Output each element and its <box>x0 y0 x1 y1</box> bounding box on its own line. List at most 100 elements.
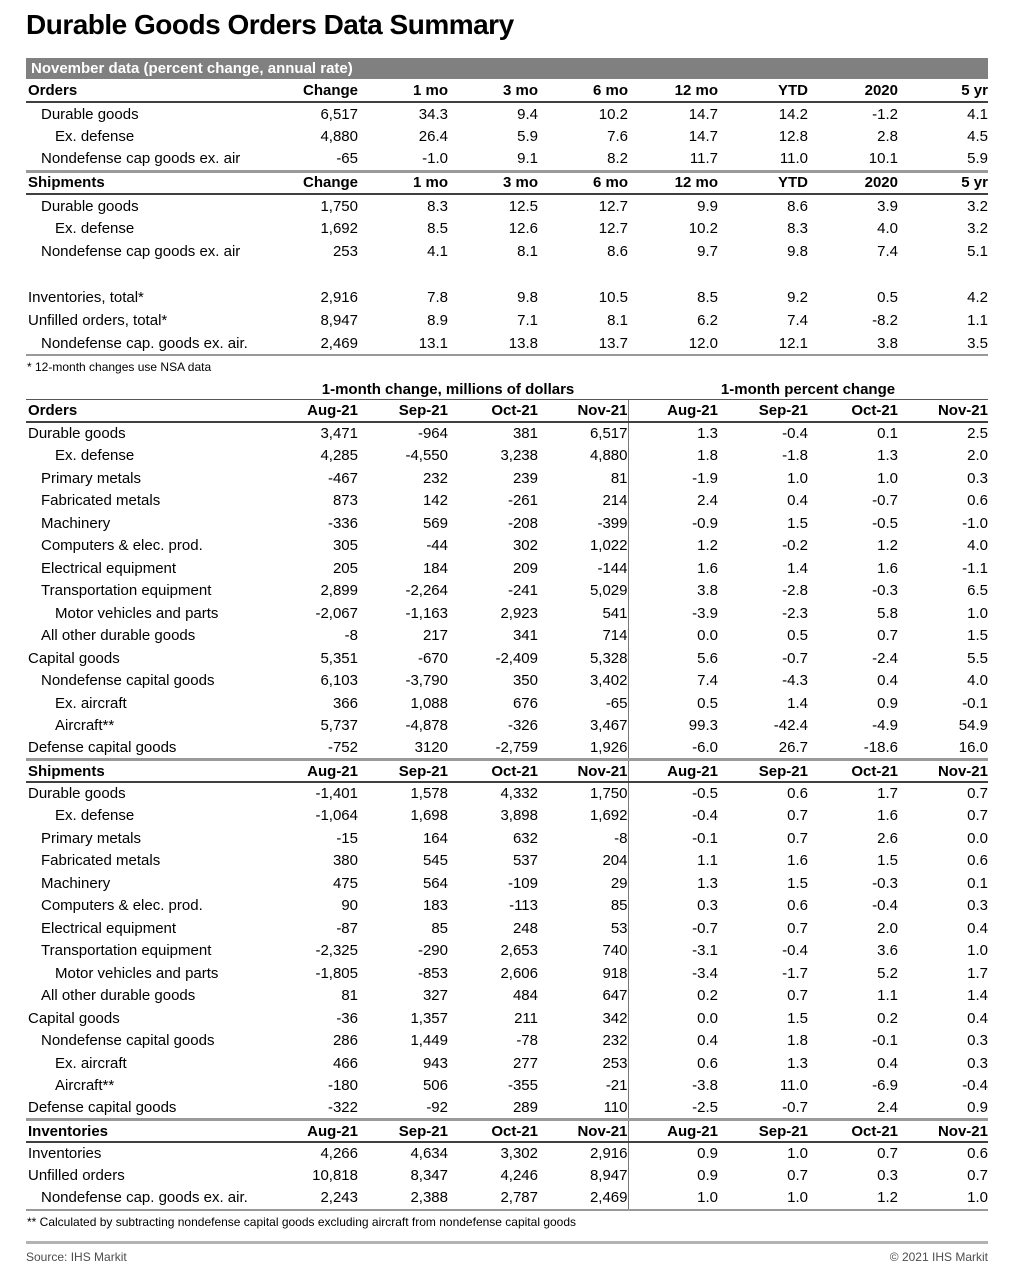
footer-divider <box>26 1240 988 1244</box>
cell-value: 14.7 <box>688 128 718 145</box>
cell-value: 305 <box>332 537 358 555</box>
table-row: All other durable goods 81 327 484 647 0.2 0.7… <box>26 984 988 1007</box>
cell-value: -2,067 <box>315 604 358 622</box>
row-label: Primary metals <box>41 829 142 847</box>
cell-value: 7.1 <box>517 312 538 329</box>
cell-value: 541 <box>602 604 628 622</box>
cell-value: 484 <box>512 987 538 1005</box>
cell-value: -65 <box>336 150 358 168</box>
cell-value: -78 <box>516 1032 538 1050</box>
column-header: Aug-21 <box>268 758 358 783</box>
cell-value: 217 <box>422 627 448 645</box>
cell-value: 6,517 <box>589 425 628 443</box>
cell-value: 0.9 <box>877 694 898 712</box>
cell-value: 1.0 <box>627 1187 718 1211</box>
row-label: Durable goods <box>28 425 126 443</box>
row-label: Durable goods <box>28 785 126 803</box>
row-label: Defense capital goods <box>28 1099 177 1116</box>
cell-value: -0.4 <box>962 1077 988 1095</box>
table-row: Ex. aircraft 366 1,088 676 -65 0.5 1.4 0.9 -0.1 <box>26 692 988 715</box>
cell-value: 0.6 <box>787 785 808 803</box>
row-label: Durable goods <box>41 105 139 123</box>
table-row: Capital goods 5,351 -670 -2,409 5,328 5.6 -0.7… <box>26 647 988 670</box>
table-row: Computers & elec. prod. 90 183 -113 85 0.3 0.6… <box>26 894 988 917</box>
cell-value: 3.9 <box>877 197 898 215</box>
cell-value: 110 <box>603 1099 628 1116</box>
aircraft-footnote: ** Calculated by subtracting nondefense … <box>27 1214 577 1229</box>
row-label: Ex. defense <box>55 220 135 237</box>
cell-value: 0.6 <box>967 852 988 870</box>
table-row: Electrical equipment -87 85 248 53 -0.7 0.7 2.0… <box>26 917 988 940</box>
cell-value: 0.3 <box>877 1167 898 1185</box>
cell-value: 81 <box>341 987 358 1005</box>
cell-value: 7.6 <box>607 128 628 145</box>
cell-value: 12.7 <box>598 197 628 215</box>
cell-value: -853 <box>417 964 448 982</box>
cell-value: 248 <box>512 919 538 937</box>
column-header: Aug-21 <box>268 1118 358 1143</box>
cell-value: 10.1 <box>868 150 898 168</box>
monthly-change-table: Orders Aug-21 Sep-21 Oct-21 Nov-21 Aug-21 Sep-… <box>26 399 988 1211</box>
page-footer: Source: IHS Markit © 2021 IHS Markit <box>26 1250 988 1264</box>
cell-value: 0.5 <box>627 692 718 715</box>
cell-value: 184 <box>422 559 448 577</box>
cell-value: 1.2 <box>877 537 898 555</box>
cell-value: 54.9 <box>958 717 988 735</box>
cell-value: 302 <box>512 537 538 555</box>
cell-value: -2.5 <box>627 1097 718 1120</box>
row-label: All other durable goods <box>41 987 196 1005</box>
table-row: Electrical equipment 205 184 209 -144 1.6 1.4 1… <box>26 557 988 580</box>
cell-value: -8 <box>614 829 628 847</box>
cell-value: 9.8 <box>517 289 538 306</box>
table-row: Fabricated metals 380 545 537 204 1.1 1.6 1.5 0.… <box>26 849 988 872</box>
cell-value: 0.7 <box>877 627 898 645</box>
column-header: Sep-21 <box>718 758 808 783</box>
cell-value: 2.5 <box>967 425 988 443</box>
cell-value: 3.2 <box>967 197 988 215</box>
cell-value: -6.0 <box>627 737 718 760</box>
cell-value: 0.9 <box>627 1164 718 1187</box>
row-label: Nondefense capital goods <box>41 672 215 690</box>
column-header: 3 mo <box>448 169 538 195</box>
cell-value: 5.6 <box>627 647 718 670</box>
cell-value: 0.6 <box>967 492 988 510</box>
cell-value: 11.7 <box>689 150 718 168</box>
cell-value: 4,634 <box>410 1145 448 1163</box>
column-header: 12 mo <box>628 79 718 103</box>
cell-value: -0.3 <box>872 582 898 600</box>
cell-value: -1,064 <box>315 807 358 825</box>
cell-value: 0.9 <box>967 1099 988 1116</box>
section-header-row: Inventories Aug-21 Sep-21 Oct-21 Nov-21 Aug-2… <box>26 1118 988 1143</box>
cell-value: -467 <box>327 469 358 487</box>
cell-value: 1.3 <box>627 422 718 445</box>
cell-value: 0.2 <box>877 1009 898 1027</box>
cell-value: -2.3 <box>782 604 808 622</box>
column-header: 6 mo <box>538 169 628 195</box>
cell-value: 2,916 <box>589 1145 628 1163</box>
cell-value: -670 <box>417 649 448 667</box>
cell-value: 232 <box>602 1032 628 1050</box>
cell-value: 2,653 <box>500 942 538 960</box>
cell-value: -1,163 <box>405 604 448 622</box>
cell-value: 564 <box>422 874 448 892</box>
cell-value: 1.3 <box>877 447 898 465</box>
cell-value: 16.0 <box>958 739 988 756</box>
cell-value: 2,923 <box>500 604 538 622</box>
cell-value: 11.0 <box>779 150 808 168</box>
cell-value: 676 <box>512 694 538 712</box>
cell-value: -4,550 <box>405 447 448 465</box>
cell-value: 1,926 <box>589 739 628 756</box>
row-label: Aircraft** <box>55 1077 115 1095</box>
cell-value: -44 <box>426 537 448 555</box>
cell-value: -87 <box>336 919 358 937</box>
annual-rate-table: Orders Change 1 mo 3 mo 6 mo 12 mo YTD 2020 5 yr… <box>26 79 988 356</box>
column-header: Oct-21 <box>808 1118 898 1143</box>
cell-value: 5,351 <box>320 649 358 667</box>
cell-value: 740 <box>602 942 628 960</box>
cell-value: 5,029 <box>589 582 628 600</box>
table-row: Inventories 4,266 4,634 3,302 2,916 0.9 1.0 0.7… <box>26 1142 988 1165</box>
cell-value: 4,880 <box>589 447 628 465</box>
cell-value: 11.0 <box>779 1077 808 1095</box>
table-row: Defense capital goods -752 3120 -2,759 1,926… <box>26 737 988 760</box>
cell-value: 466 <box>332 1054 358 1072</box>
